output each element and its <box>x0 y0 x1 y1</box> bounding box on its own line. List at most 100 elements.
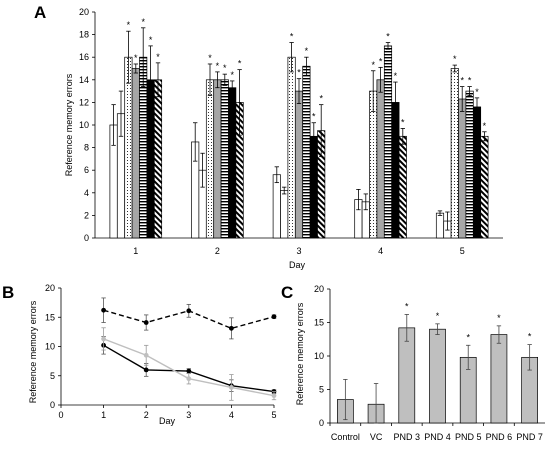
panel-c-y-tick-label: 15 <box>314 318 324 328</box>
panel-a-y-tick-label: 10 <box>79 120 89 130</box>
panel-a-bar <box>213 79 222 239</box>
panel-a-bar <box>131 68 140 239</box>
panel-b-y-tick-label: 0 <box>50 400 55 410</box>
panel-a-significance-mark: * <box>305 46 309 56</box>
panel-a-x-tick-label: 1 <box>133 246 138 256</box>
panel-a-bar <box>280 190 289 239</box>
panel-a-x-label: Day <box>289 260 306 270</box>
panel-a-significance-mark: * <box>483 121 487 131</box>
panel-c-significance-mark: * <box>436 311 440 321</box>
panel-b-point <box>229 385 234 390</box>
panel-a-bar <box>309 135 318 239</box>
panel-a-significance-mark: * <box>297 68 301 78</box>
panel-a-bar <box>294 90 304 239</box>
panel-c-x-tick-label: PND 6 <box>486 432 513 442</box>
panel-b-axes: 0 5 10 15 20 0 1 2 3 4 5 <box>45 283 277 420</box>
panel-a-significance-mark: * <box>475 87 479 97</box>
panel-a-significance-mark: * <box>290 32 294 42</box>
panel-a-y-tick-label: 4 <box>84 188 89 198</box>
panel-a-bar <box>480 135 489 239</box>
panel-c-x-tick-label: Control <box>331 432 360 442</box>
panel-a-significance-mark: * <box>386 32 390 42</box>
panel-a-y-tick-label: 20 <box>79 7 89 17</box>
panel-c-y-tick-label: 10 <box>314 351 324 361</box>
panel-a-significance-mark: * <box>468 76 472 86</box>
panel-c-label: C <box>281 283 293 302</box>
panel-a-bar <box>465 90 474 239</box>
panel-c-bar <box>398 327 416 424</box>
panel-b-point <box>186 376 192 382</box>
panel-a-significance-mark: * <box>238 59 242 69</box>
panel-a-y-tick-label: 0 <box>84 233 89 243</box>
panel-a-significance-mark: * <box>394 71 398 81</box>
panel-b-y-tick-label: 10 <box>45 342 55 352</box>
panel-c-significance-mark: * <box>466 332 470 342</box>
panel-c-marks: * * * * * <box>337 301 538 424</box>
panel-b-label: B <box>2 283 14 302</box>
panel-a-bar <box>272 174 281 239</box>
panel-a-significance-mark: * <box>156 52 160 62</box>
panel-a-bar <box>302 65 311 239</box>
panel-a-significance-mark: * <box>230 70 234 80</box>
panel-c-significance-mark: * <box>528 332 532 342</box>
panel-a-bar <box>398 135 407 239</box>
panel-b-y-tick-label: 5 <box>50 371 55 381</box>
panel-b-marks <box>101 297 277 401</box>
panel-a-bar <box>383 45 393 239</box>
panel-a-significance-mark: * <box>312 112 316 122</box>
panel-a-significance-mark: * <box>401 117 405 127</box>
panel-a-significance-mark: * <box>319 94 323 104</box>
panel-a-significance-mark: * <box>371 60 375 70</box>
panel-b-point <box>271 393 277 399</box>
panel-a-bar <box>228 87 237 239</box>
panel-a-significance-mark: * <box>460 76 464 86</box>
panel-b-series-line <box>103 338 275 397</box>
panel-c-significance-mark: * <box>497 313 501 323</box>
panel-a-bar <box>124 56 133 239</box>
panel-a-bar <box>458 98 467 239</box>
panel-c-x-tick-label: PND 3 <box>394 432 421 442</box>
panel-a-x-tick-label: 3 <box>296 246 301 256</box>
panel-a-significance-mark: * <box>141 17 145 27</box>
panel-b-point <box>271 314 277 320</box>
panel-a-bar <box>472 106 482 239</box>
panel-a-y-tick-label: 2 <box>84 210 89 220</box>
panel-a-marks: ***** ** ********* ****** *** <box>109 17 489 239</box>
panel-b-x-tick-label: 4 <box>229 410 234 420</box>
panel-b-x-tick-label: 3 <box>186 410 191 420</box>
panel-b-x-tick-label: 5 <box>271 410 276 420</box>
panel-c-bar <box>490 334 508 424</box>
panel-a-bar <box>376 79 385 239</box>
panel-b-x-label: Day <box>159 416 176 426</box>
panel-b-point <box>186 368 192 374</box>
panel-a-chart: A Reference memory errors Day 0246810121… <box>34 3 503 270</box>
panel-a-significance-mark: * <box>379 56 383 66</box>
panel-c-x-tick-label: VC <box>370 432 383 442</box>
panel-c-y-tick-label: 0 <box>319 418 324 428</box>
panel-a-bar <box>220 79 229 239</box>
panel-b-point <box>229 325 234 331</box>
panel-a-bar <box>450 68 459 239</box>
panel-c-x-tick-label: PND 5 <box>455 432 482 442</box>
panel-a-x-tick-label: 4 <box>378 246 383 256</box>
panel-a-x-tick-label: 5 <box>460 246 465 256</box>
panel-a-significance-mark: * <box>223 63 227 73</box>
panel-b-point <box>101 336 106 342</box>
panel-a-y-tick-label: 8 <box>84 143 89 153</box>
panel-c-y-tick-label: 20 <box>314 284 324 294</box>
panel-b-point <box>186 308 192 314</box>
panel-b-y-tick-label: 15 <box>45 312 55 322</box>
panel-b-y-tick-label: 20 <box>45 283 55 293</box>
panel-a-y-label: Reference memory errors <box>64 73 74 176</box>
panel-a-y-tick-label: 12 <box>79 97 89 107</box>
panel-a-x-tick-label: 2 <box>215 246 220 256</box>
panel-a-y-tick-label: 14 <box>79 75 89 85</box>
panel-b-point <box>101 307 106 313</box>
panel-c-y-tick-label: 5 <box>319 385 324 395</box>
panel-a-significance-mark: * <box>216 61 220 71</box>
panel-a-significance-mark: * <box>134 53 138 63</box>
panel-c-chart: C Reference memory errors 0 5 10 15 20 Contro… <box>281 283 545 442</box>
